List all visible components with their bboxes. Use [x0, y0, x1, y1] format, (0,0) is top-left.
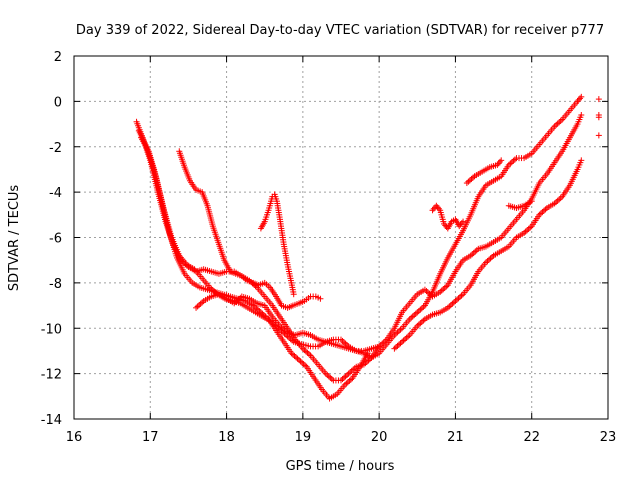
- x-tick-label: 20: [371, 430, 388, 445]
- y-tick-label: -4: [49, 186, 62, 201]
- marker-track-g: [578, 157, 585, 164]
- marker-track-i: [498, 157, 505, 164]
- marker-track-f: [290, 291, 297, 298]
- marker-track-k: [595, 114, 602, 121]
- marker-track-d: [317, 295, 324, 302]
- x-tick-label: 17: [142, 430, 159, 445]
- x-axis-label: GPS time / hours: [286, 459, 395, 474]
- x-tick-label: 19: [295, 430, 312, 445]
- y-tick-label: -8: [49, 277, 62, 292]
- y-tick-labels: -14 -12 -10 -8 -6 -4 -2 0 2: [41, 50, 62, 428]
- y-tick-label: -6: [49, 232, 62, 247]
- marker-track-h: [460, 218, 467, 225]
- y-tick-label: 0: [54, 95, 62, 110]
- x-tick-labels: 16 17 18 19 20 21 22 23: [66, 430, 617, 445]
- chart-title: Day 339 of 2022, Sidereal Day-to-day VTE…: [76, 23, 604, 38]
- marker-track-k: [595, 96, 602, 103]
- x-tick-label: 18: [218, 430, 235, 445]
- y-tick-label: -10: [41, 322, 62, 337]
- x-tick-label: 23: [600, 430, 617, 445]
- x-tick-label: 21: [447, 430, 464, 445]
- data-markers: [133, 93, 602, 402]
- x-tick-label: 16: [66, 430, 83, 445]
- marker-track-e: [578, 111, 585, 118]
- marker-track-k: [595, 132, 602, 139]
- y-axis-label: SDTVAR / TECUs: [7, 185, 22, 292]
- axis-ticks: [73, 55, 609, 420]
- x-tick-label: 22: [523, 430, 540, 445]
- y-tick-label: -14: [41, 413, 62, 428]
- marker-track-j: [528, 198, 535, 205]
- y-tick-label: 2: [54, 50, 62, 65]
- y-tick-label: -2: [49, 141, 62, 156]
- y-tick-label: -12: [41, 368, 62, 383]
- marker-track-c: [578, 93, 585, 100]
